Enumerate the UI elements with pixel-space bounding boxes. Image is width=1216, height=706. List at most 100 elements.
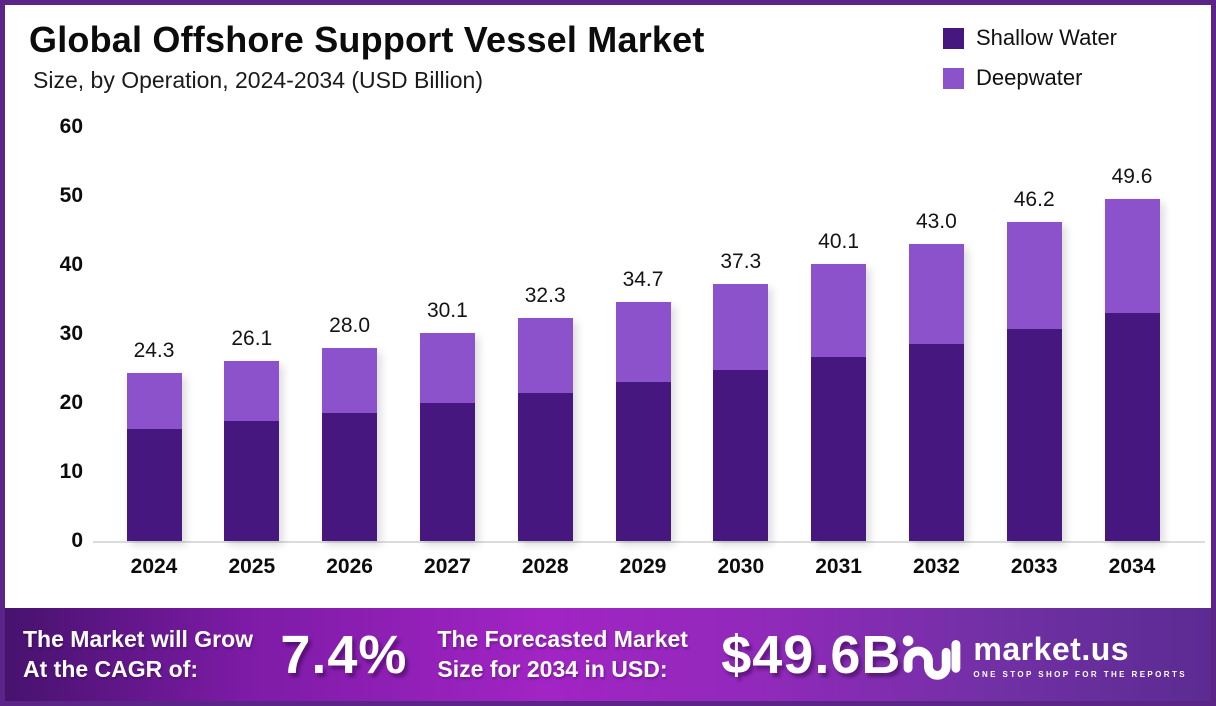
forecast-label-line2: Size for 2034 in USD: [437, 655, 668, 682]
x-tick-label-2024: 2024 [130, 555, 178, 578]
deepwater-swatch-icon [943, 67, 964, 89]
logo-name: market.us [973, 630, 1130, 667]
bar-total-label-2030: 37.3 [720, 249, 762, 273]
bar-2032-deepwater [908, 244, 964, 344]
bar-total-label-2034: 49.6 [1111, 164, 1153, 188]
page-subtitle: Size, by Operation, 2024-2034 (USD Billi… [33, 67, 484, 93]
y-axis: 0 10 20 30 40 50 60 [35, 115, 83, 552]
bar-2028-deepwater [517, 318, 573, 393]
bar-group-2031: 40.1 2031 [811, 129, 867, 578]
cagr-value: 7.4% [280, 624, 408, 685]
x-tick-label-2025: 2025 [228, 555, 276, 578]
bar-total-label-2028: 32.3 [524, 284, 566, 308]
bar-2029-shallow-water [615, 381, 671, 541]
x-tick-label-2026: 2026 [326, 555, 373, 578]
bar-2031-shallow-water [811, 356, 867, 541]
y-tick-label: 40 [59, 253, 83, 276]
bar-2034-shallow-water [1104, 313, 1160, 541]
bar-2032-shallow-water [908, 343, 964, 541]
y-tick-label: 30 [59, 322, 83, 345]
bar-total-label-2027: 30.1 [426, 299, 468, 323]
bar-2026-deepwater [322, 347, 378, 413]
legend-item-deepwater: Deepwater [943, 65, 1117, 91]
bar-stack-2024 [126, 373, 182, 541]
bar-group-2030: 37.3 2030 [713, 129, 769, 578]
plot-area: 0 10 20 30 40 50 60 24.3 2024 26.1 2025 28.0 2026 30… [60, 115, 1205, 578]
forecast-value: $49.6B [721, 624, 902, 685]
bar-group-2034: 49.6 2034 [1104, 129, 1160, 578]
bar-stack-2029 [615, 301, 671, 541]
bar-total-label-2024: 24.3 [133, 339, 175, 363]
cagr-label: The Market will Grow At the CAGR of: [23, 625, 280, 684]
bar-2030-shallow-water [713, 369, 769, 541]
legend-label: Deepwater [976, 65, 1083, 90]
shallow-water-swatch-icon [943, 27, 964, 49]
bar-stack-2031 [811, 264, 867, 541]
bar-2025-deepwater [224, 360, 280, 421]
y-tick-label: 10 [59, 460, 83, 483]
x-tick-label-2033: 2033 [1010, 555, 1058, 578]
bar-2025-shallow-water [224, 420, 280, 541]
y-tick-label: 50 [59, 184, 83, 207]
forecast-label-line1: The Forecasted Market [437, 626, 688, 653]
bar-group-2029: 34.7 2029 [615, 129, 671, 578]
logo-tagline: ONE STOP SHOP FOR THE REPORTS [973, 669, 1187, 679]
bar-2024-deepwater [126, 373, 182, 430]
bar-2030-deepwater [713, 283, 769, 370]
bar-2024-shallow-water [126, 429, 182, 541]
bar-stack-2028 [517, 318, 573, 541]
x-tick-label-2034: 2034 [1108, 555, 1156, 578]
bar-total-label-2025: 26.1 [231, 326, 273, 350]
bar-stack-2032 [908, 244, 964, 541]
page-title: Global Offshore Support Vessel Market [29, 19, 705, 60]
bottom-banner: The Market will Grow At the CAGR of: 7.4… [5, 608, 1211, 701]
x-tick-label-2030: 2030 [717, 555, 765, 578]
bar-2027-shallow-water [419, 403, 475, 541]
x-tick-label-2027: 2027 [424, 555, 471, 578]
bar-2026-shallow-water [322, 412, 378, 541]
x-tick-label-2031: 2031 [815, 555, 862, 578]
x-tick-label-2028: 2028 [521, 555, 569, 578]
bar-total-label-2033: 46.2 [1013, 188, 1055, 212]
bar-group-2033: 46.2 2033 [1006, 129, 1062, 578]
bar-group-2025: 26.1 2025 [224, 129, 280, 578]
forecast-label: The Forecasted Market Size for 2034 in U… [437, 625, 721, 684]
bar-stack-2034 [1104, 198, 1160, 541]
bar-stack-2025 [224, 360, 280, 541]
bar-total-label-2032: 43.0 [915, 210, 957, 234]
y-tick-label: 20 [59, 391, 83, 414]
legend-item-shallow-water: Shallow Water [943, 25, 1117, 51]
bar-2033-deepwater [1006, 222, 1062, 330]
x-tick-label-2029: 2029 [619, 555, 667, 578]
bar-total-label-2031: 40.1 [818, 230, 860, 254]
bar-2029-deepwater [615, 301, 671, 382]
legend: Shallow Water Deepwater [943, 25, 1117, 91]
bar-2027-deepwater [419, 333, 475, 403]
legend-label: Shallow Water [976, 25, 1118, 50]
bar-total-label-2029: 34.7 [622, 267, 664, 291]
bar-stack-2027 [419, 333, 475, 541]
bar-2033-shallow-water [1006, 329, 1062, 541]
bar-group-2024: 24.3 2024 [126, 129, 182, 578]
chart-section: Global Offshore Support Vessel Market Si… [5, 5, 1211, 608]
bar-2028-shallow-water [517, 392, 573, 541]
marketus-logo: market.us ONE STOP SHOP FOR THE REPORTS [901, 628, 1193, 682]
bar-2034-deepwater [1104, 198, 1160, 314]
bar-group-2027: 30.1 2027 [419, 129, 475, 578]
x-tick-label-2032: 2032 [913, 555, 960, 578]
bar-stack-2030 [713, 283, 769, 541]
y-tick-label: 60 [59, 115, 83, 138]
bar-stack-2033 [1006, 222, 1062, 541]
cagr-label-line2: At the CAGR of: [23, 655, 199, 682]
bar-group-2032: 43.0 2032 [908, 129, 964, 578]
logo-text: market.us ONE STOP SHOP FOR THE REPORTS [973, 631, 1187, 679]
bar-group-2026: 28.0 2026 [322, 129, 378, 578]
cagr-label-line1: The Market will Grow [23, 626, 254, 653]
marketus-logo-icon [903, 635, 961, 680]
bar-group-2028: 32.3 2028 [517, 129, 573, 578]
y-tick-label: 0 [71, 529, 83, 552]
bar-2031-deepwater [811, 264, 867, 357]
bar-stack-2026 [322, 347, 378, 541]
bar-total-label-2026: 28.0 [329, 313, 371, 337]
